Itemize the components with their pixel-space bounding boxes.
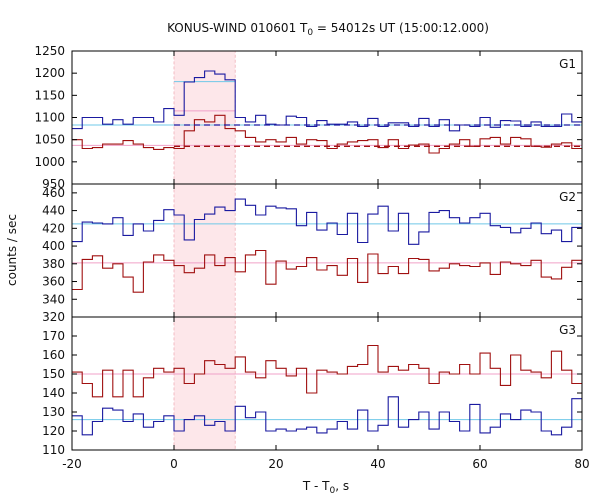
y-tick-label: 110 — [42, 443, 65, 457]
y-tick-label: 140 — [42, 386, 65, 400]
y-tick-label: 150 — [42, 367, 65, 381]
panel-frame — [71, 183, 583, 318]
chart-title: KONUS-WIND 010601 T0 = 54012s UT (15:00:… — [167, 21, 489, 38]
panel-frame — [71, 316, 583, 451]
panel-label: G1 — [559, 57, 576, 71]
panel-g1: 950 1000 1050 1100 1150 1200 1250 G1 — [34, 44, 583, 191]
plot-area — [72, 198, 582, 293]
y-tick-label: 440 — [42, 204, 65, 218]
y-tick-label: 170 — [42, 329, 65, 343]
panel-label: G3 — [559, 323, 576, 337]
y-tick-label: 1000 — [34, 155, 65, 169]
series-red-step — [72, 249, 582, 293]
y-tick-label: 1250 — [34, 44, 65, 58]
series-blue-step — [72, 198, 582, 245]
y-tick-label: 120 — [42, 424, 65, 438]
highlight-band — [173, 316, 236, 451]
series-red-step — [72, 344, 582, 398]
x-tick-label: 40 — [370, 457, 385, 471]
panel-g2: 320 340 360 380 400 420 440 460 G2 — [42, 183, 583, 324]
y-tick-label: 340 — [42, 292, 65, 306]
x-tick-label: -20 — [62, 457, 82, 471]
series-blue-step — [72, 396, 582, 436]
panel-g3: 110 120 130 140 150 160 170 G3 -20 0 20 40 60 80 — [42, 316, 590, 471]
y-tick-label: 400 — [42, 239, 65, 253]
y-tick-label: 1100 — [34, 111, 65, 125]
y-tick-label: 380 — [42, 257, 65, 271]
x-tick-label: 0 — [170, 457, 178, 471]
x-tick-label: 60 — [472, 457, 487, 471]
series-blue-step — [72, 70, 582, 132]
panels-layer: 950100010501100115012001250G132034036038… — [34, 44, 589, 471]
highlight-band — [173, 183, 236, 318]
panel-label: G2 — [559, 190, 576, 204]
y-tick-label: 360 — [42, 275, 65, 289]
y-tick-label: 950 — [42, 177, 65, 191]
y-tick-label: 1150 — [34, 88, 65, 102]
y-tick-label: 1050 — [34, 133, 65, 147]
x-axis-label: T - T0, s — [302, 479, 349, 496]
y-tick-label: 320 — [42, 310, 65, 324]
y-axis-label: counts / sec — [5, 214, 19, 286]
y-tick-label: 1200 — [34, 66, 65, 80]
series-red-step — [72, 114, 582, 154]
x-tick-label: 80 — [574, 457, 589, 471]
y-tick-label: 130 — [42, 405, 65, 419]
plot-area — [72, 70, 582, 154]
plot-area — [72, 344, 582, 436]
x-tick-label: 20 — [268, 457, 283, 471]
y-tick-label: 160 — [42, 348, 65, 362]
y-tick-label: 460 — [42, 186, 65, 200]
y-tick-label: 420 — [42, 221, 65, 235]
